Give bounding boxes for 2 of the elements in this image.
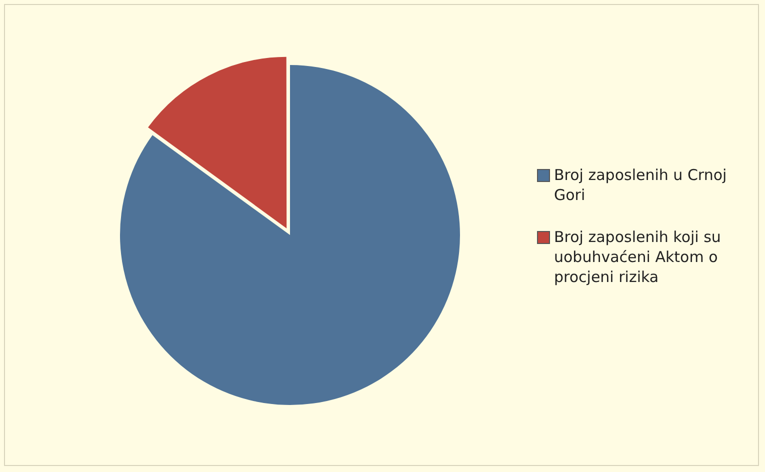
- legend-label: Broj zaposlenih koji su uobuhvaćeni Aktom o procjeni rizika: [554, 227, 722, 287]
- legend-label: Broj zaposlenih u Crnoj Gori: [554, 165, 728, 205]
